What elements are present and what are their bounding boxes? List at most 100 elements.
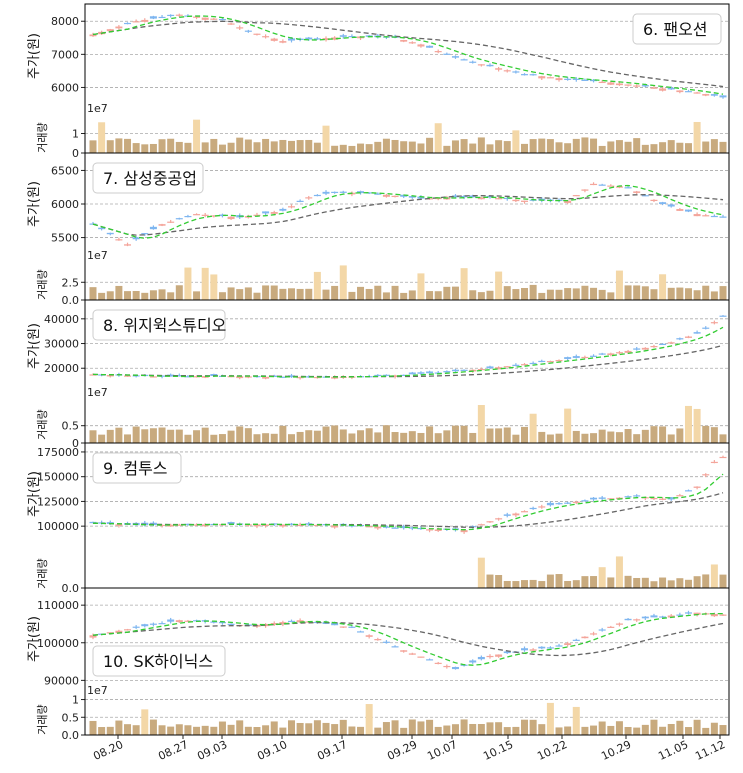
candle-body: [693, 214, 701, 217]
ma-long-line: [92, 20, 724, 88]
volume-bar: [719, 141, 727, 153]
candle-body: [641, 195, 649, 197]
volume-bar: [175, 429, 183, 443]
candle-body: [564, 357, 572, 359]
candle-body: [287, 375, 295, 378]
volume-bar: [477, 724, 485, 735]
candle-body: [262, 623, 270, 627]
candle-body: [365, 635, 373, 637]
candle-body: [719, 315, 727, 317]
candle-body: [193, 214, 201, 216]
volume-bar: [339, 429, 347, 443]
volume-axis-label: 거래량: [36, 269, 49, 299]
volume-bar: [262, 138, 270, 153]
candle-body: [287, 38, 295, 41]
price-axis-label: 주가(원): [27, 616, 42, 662]
volume-bar: [115, 720, 123, 735]
volume-exponent: 1e7: [87, 684, 108, 697]
volume-bar: [115, 138, 123, 153]
volume-bar: [633, 727, 641, 735]
candle-body: [106, 632, 114, 634]
candle-body: [193, 524, 201, 526]
candle-body: [201, 214, 209, 216]
candle-body: [477, 64, 485, 66]
volume-bar: [141, 144, 149, 153]
candle-body: [124, 244, 132, 246]
volume-bar: [719, 574, 727, 588]
volume-bar: [339, 144, 347, 153]
candle-body: [253, 33, 261, 35]
candle-body: [357, 191, 365, 194]
x-tick-label: 10.22: [535, 738, 569, 763]
volume-bar: [702, 141, 710, 153]
price-axis-label: 주가(원): [27, 33, 42, 79]
candle-body: [650, 346, 658, 348]
volume-bar: [538, 292, 546, 300]
volume-bar: [426, 137, 434, 153]
candle-body: [538, 360, 546, 363]
candle-body: [486, 195, 494, 198]
candle-body: [710, 322, 718, 324]
volume-bar: [313, 271, 321, 300]
volume-bar: [521, 143, 529, 153]
volume-bar: [564, 408, 572, 443]
candle-body: [572, 356, 580, 358]
volume-bar: [710, 139, 718, 153]
volume-bar: [650, 289, 658, 300]
candle-body: [676, 209, 684, 211]
candle-body: [210, 374, 218, 376]
volume-bar: [693, 576, 701, 588]
candle-body: [279, 41, 287, 43]
candle-body: [469, 61, 477, 63]
volume-bar: [236, 289, 244, 300]
y-tick-label: 110000: [37, 599, 79, 612]
candle-body: [218, 622, 226, 624]
candle-body: [676, 338, 684, 340]
volume-bar: [460, 139, 468, 153]
volume-bar: [167, 726, 175, 735]
candle-body: [210, 18, 218, 20]
candle-body: [158, 375, 166, 377]
candle-body: [331, 37, 339, 40]
volume-bar: [227, 287, 235, 300]
candle-body: [244, 30, 252, 32]
candle-body: [529, 74, 537, 76]
candle-body: [546, 77, 554, 79]
candle-body: [115, 524, 123, 526]
volume-bar: [538, 724, 546, 735]
volume-bar: [400, 141, 408, 153]
candle-body: [443, 53, 451, 55]
volume-bar: [581, 433, 589, 443]
candle-body: [693, 92, 701, 94]
volume-bar: [512, 726, 520, 735]
candle-body: [590, 633, 598, 635]
panel-frame: [84, 587, 730, 736]
candle-body: [313, 194, 321, 197]
volume-bar: [469, 143, 477, 153]
candle-body: [124, 22, 132, 25]
candle-body: [624, 84, 632, 86]
candle-body: [590, 355, 598, 357]
volume-bar: [296, 288, 304, 300]
candle-body: [296, 377, 304, 379]
volume-bar: [529, 284, 537, 300]
candle-body: [374, 374, 382, 377]
volume-tick-label: 0.0: [62, 582, 80, 595]
volume-bar: [512, 130, 520, 153]
volume-bar: [357, 286, 365, 300]
volume-bar: [477, 557, 485, 588]
panel-frame: [84, 3, 730, 154]
candle-body: [184, 620, 192, 622]
candle-body: [633, 191, 641, 193]
volume-bar: [279, 727, 287, 735]
candle-body: [270, 38, 278, 41]
panel-title-box: [92, 452, 182, 484]
candle-body: [391, 375, 399, 377]
volume-bar: [710, 427, 718, 443]
volume-bar: [167, 138, 175, 153]
volume-bar: [434, 726, 442, 735]
candle-body: [607, 82, 615, 85]
candle-body: [158, 224, 166, 226]
candle-body: [124, 375, 132, 377]
